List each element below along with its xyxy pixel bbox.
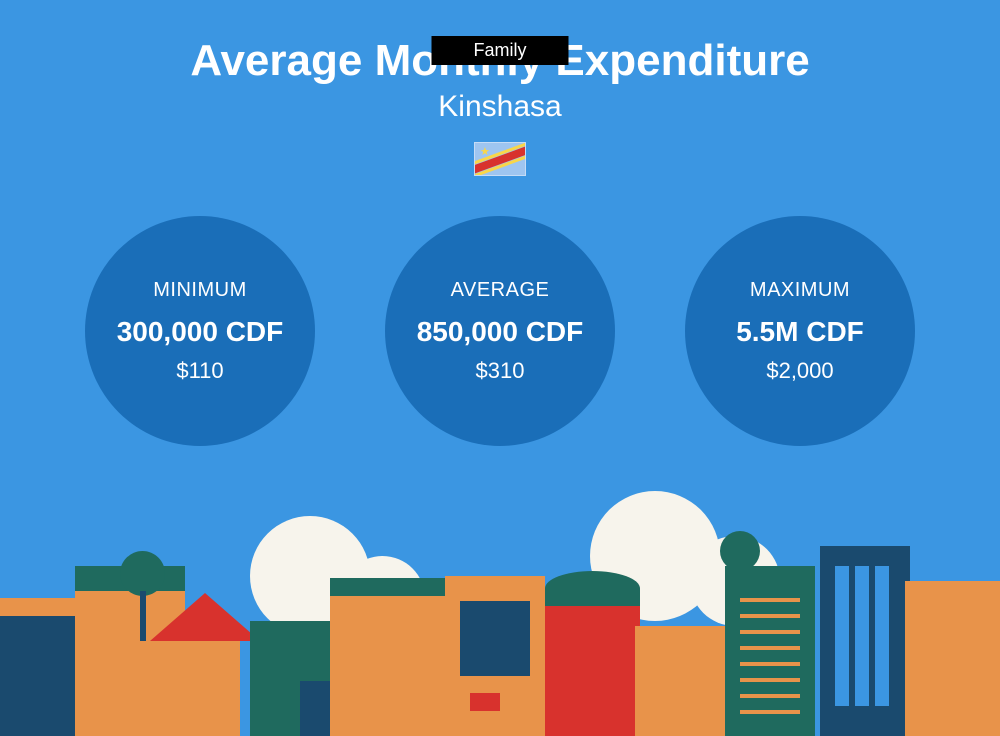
stat-sub-value: $310 [476, 358, 525, 384]
stat-sub-value: $2,000 [766, 358, 833, 384]
country-flag-icon: ★ [474, 142, 526, 176]
location-subtitle: Kinshasa [0, 90, 1000, 124]
stat-circle-minimum: MINIMUM 300,000 CDF $110 [85, 216, 315, 446]
stat-circle-average: AVERAGE 850,000 CDF $310 [385, 216, 615, 446]
stat-circle-maximum: MAXIMUM 5.5M CDF $2,000 [685, 216, 915, 446]
stat-circle-row: MINIMUM 300,000 CDF $110 AVERAGE 850,000… [0, 216, 1000, 446]
stat-label: MINIMUM [153, 279, 246, 302]
stat-main-value: 300,000 CDF [117, 316, 284, 348]
stat-main-value: 5.5M CDF [736, 316, 864, 348]
stat-label: AVERAGE [451, 279, 550, 302]
stat-sub-value: $110 [176, 358, 223, 384]
stat-label: MAXIMUM [750, 279, 850, 302]
category-badge: Family [432, 36, 569, 65]
stat-main-value: 850,000 CDF [417, 316, 584, 348]
cityscape-illustration [0, 506, 1000, 736]
